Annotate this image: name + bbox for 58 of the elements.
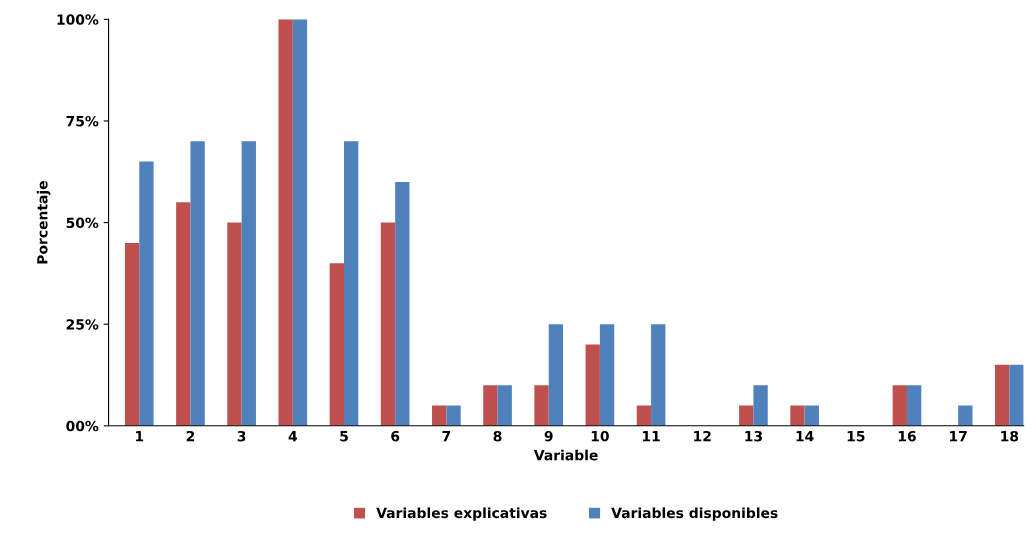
x-tick-label: 7	[442, 431, 451, 442]
bar	[395, 181, 410, 426]
bar	[227, 222, 242, 426]
y-tick-label: 25%	[66, 319, 99, 330]
x-tick-label: 5	[340, 431, 348, 442]
x-tick-label: 17	[950, 431, 967, 442]
bar	[585, 344, 600, 426]
y-tick-label: 00%	[66, 420, 99, 432]
bar	[278, 19, 293, 426]
bar	[1009, 364, 1024, 426]
bar	[995, 364, 1010, 426]
x-tick-label: 11	[642, 431, 660, 442]
x-tick-label: 15	[847, 431, 865, 442]
legend-label: Variables disponibles	[611, 507, 778, 521]
x-tick-label: 4	[288, 431, 298, 442]
bar	[892, 385, 907, 426]
bar	[329, 263, 344, 426]
y-tick-label: 75%	[66, 115, 99, 127]
x-tick-label: 12	[694, 430, 711, 442]
bar	[599, 324, 615, 426]
bar	[176, 202, 191, 426]
x-tick-label: 1	[136, 431, 144, 442]
x-tick-label: 8	[493, 430, 502, 442]
x-tick-label: 3	[237, 430, 246, 442]
bar	[804, 405, 819, 426]
x-axis-title: Variable	[533, 449, 598, 461]
bar	[497, 385, 512, 426]
x-tick-label: 13	[745, 430, 762, 442]
bar	[432, 405, 447, 426]
bar	[190, 141, 205, 426]
bar	[906, 385, 922, 426]
x-tick-label: 9	[544, 430, 553, 442]
bar	[124, 242, 140, 426]
x-tick-label: 10	[591, 430, 609, 442]
bar	[483, 385, 498, 426]
y-axis-title: Porcentaje	[36, 181, 51, 264]
bar	[241, 141, 256, 426]
bar	[534, 385, 549, 426]
bar	[446, 405, 461, 426]
bar	[292, 19, 308, 426]
x-tick-label: 14	[796, 431, 814, 442]
bar	[380, 222, 396, 426]
bar	[636, 405, 652, 426]
bar	[790, 405, 805, 426]
bar	[651, 324, 666, 426]
y-tick-label: 100%	[57, 14, 99, 25]
bar	[139, 161, 154, 426]
bar	[548, 324, 564, 426]
legend-label: Variables explicativas	[376, 507, 547, 521]
x-tick-label: 18	[1001, 430, 1019, 442]
y-tick-label: 50%	[66, 217, 99, 229]
x-tick-label: 6	[391, 430, 400, 442]
x-tick-label: 16	[898, 430, 916, 442]
bar	[739, 405, 754, 426]
bar	[753, 385, 768, 426]
x-tick-label: 2	[186, 430, 195, 442]
bar	[958, 405, 973, 426]
bar	[344, 141, 359, 426]
